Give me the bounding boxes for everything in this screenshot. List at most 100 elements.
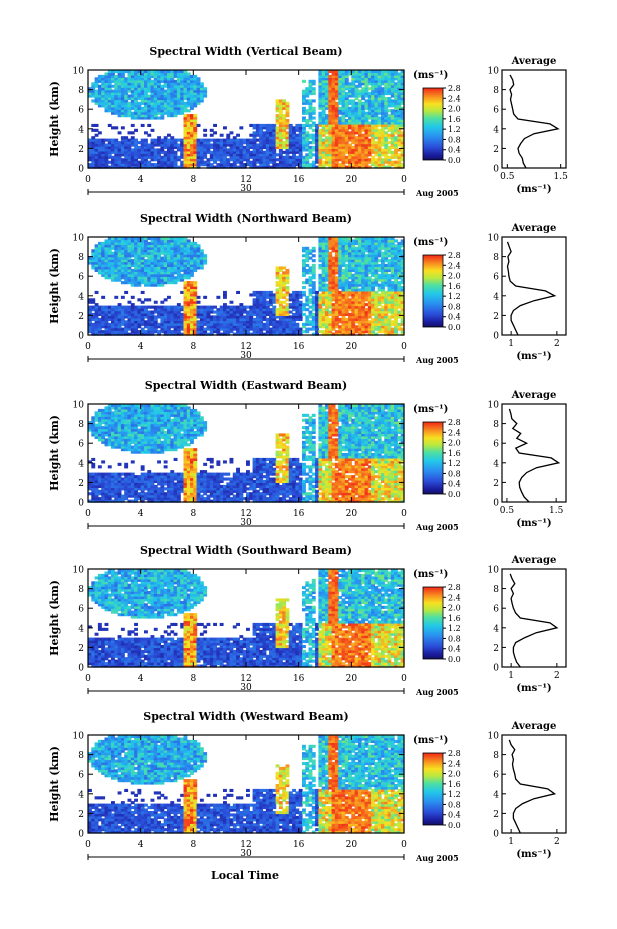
heatmap-cell bbox=[180, 165, 185, 169]
heatmap-cell bbox=[124, 143, 129, 147]
heatmap-cell bbox=[134, 163, 138, 167]
heatmap-cell bbox=[114, 99, 119, 103]
heatmap-cell bbox=[140, 123, 145, 127]
profile-y-tick-label: 4 bbox=[493, 125, 499, 135]
heatmap-cell bbox=[259, 165, 264, 169]
heatmap-cell bbox=[88, 141, 92, 145]
heatmap-cell bbox=[206, 141, 211, 145]
heatmap-cell bbox=[170, 92, 175, 96]
profile-x-tick-label: 0.5 bbox=[500, 172, 515, 182]
heatmap-cell bbox=[308, 145, 313, 149]
heatmap-cell bbox=[321, 84, 326, 88]
heatmap-cell bbox=[147, 114, 152, 118]
heatmap-cell bbox=[321, 148, 326, 152]
heatmap-cell bbox=[147, 163, 152, 167]
heatmap-cell bbox=[302, 128, 306, 132]
heatmap-cell bbox=[203, 254, 208, 258]
heatmap-cell bbox=[120, 160, 125, 164]
heatmap-cell bbox=[321, 79, 326, 83]
heatmap-cell bbox=[147, 104, 152, 108]
heatmap-cell bbox=[140, 99, 145, 103]
heatmap-cell bbox=[117, 109, 122, 113]
heatmap-cell bbox=[321, 160, 326, 164]
heatmap-cell bbox=[193, 79, 198, 83]
heatmap-cell bbox=[157, 84, 161, 88]
heatmap-cell bbox=[147, 150, 152, 154]
heatmap-cell bbox=[285, 138, 290, 142]
heatmap-cell bbox=[88, 87, 92, 91]
heatmap-cell bbox=[124, 160, 129, 164]
heatmap-cell bbox=[255, 123, 260, 127]
heatmap-cell bbox=[186, 136, 191, 140]
heatmap-cell bbox=[140, 138, 145, 142]
heatmap-cell bbox=[203, 155, 208, 159]
heatmap-cell bbox=[302, 79, 306, 83]
heatmap-cell bbox=[176, 143, 181, 147]
heatmap-cell bbox=[288, 126, 293, 130]
heatmap-cell bbox=[107, 79, 112, 83]
heatmap-cell bbox=[252, 145, 257, 149]
heatmap-cell bbox=[163, 106, 168, 110]
heatmap-cell bbox=[114, 126, 119, 130]
heatmap-cell bbox=[232, 155, 237, 159]
heatmap-cell bbox=[157, 89, 161, 93]
heatmap-cell bbox=[209, 153, 214, 157]
heatmap-cell bbox=[315, 158, 319, 162]
heatmap-cell bbox=[190, 163, 194, 167]
heatmap-cell bbox=[292, 160, 296, 164]
heatmap-cell bbox=[288, 163, 293, 167]
heatmap-cell bbox=[134, 87, 138, 91]
heatmap-cell bbox=[308, 104, 313, 108]
heatmap-cell bbox=[282, 99, 287, 103]
heatmap-cell bbox=[302, 97, 306, 101]
heatmap-cell bbox=[278, 153, 283, 157]
heatmap-cell bbox=[91, 87, 96, 91]
heatmap-cell bbox=[150, 145, 155, 149]
heatmap-cell bbox=[107, 150, 112, 154]
heatmap-cell bbox=[242, 153, 247, 157]
heatmap-cell bbox=[190, 84, 194, 88]
heatmap-cell bbox=[120, 79, 125, 83]
heatmap-cell bbox=[160, 145, 165, 149]
heatmap-cell bbox=[91, 150, 96, 154]
heatmap-cell bbox=[150, 111, 155, 115]
heatmap-cell bbox=[134, 141, 138, 145]
heatmap-cell bbox=[206, 148, 211, 152]
heatmap-cell bbox=[275, 109, 280, 113]
heatmap-cell bbox=[173, 150, 178, 154]
heatmap-cell bbox=[186, 89, 191, 93]
heatmap-cell bbox=[196, 79, 201, 83]
heatmap-cell bbox=[183, 109, 188, 113]
heatmap-cell bbox=[120, 89, 125, 93]
heatmap-cell bbox=[111, 160, 115, 164]
heatmap-cell bbox=[107, 77, 112, 81]
heatmap-cell bbox=[170, 101, 175, 105]
heatmap-cell bbox=[275, 138, 280, 142]
heatmap-cell bbox=[130, 87, 135, 91]
heatmap-cell bbox=[94, 133, 99, 137]
heatmap-cell bbox=[153, 89, 158, 93]
heatmap-cell bbox=[147, 77, 152, 81]
heatmap-cell bbox=[111, 126, 115, 130]
heatmap-cell bbox=[137, 97, 142, 101]
heatmap-cell bbox=[213, 148, 217, 152]
heatmap-cell bbox=[163, 84, 168, 88]
heatmap-cell bbox=[285, 136, 290, 140]
heatmap-cell bbox=[120, 158, 125, 162]
heatmap-cell bbox=[298, 160, 303, 164]
heatmap-cell bbox=[255, 128, 260, 132]
heatmap-cell bbox=[167, 138, 171, 142]
heatmap-cell bbox=[170, 97, 175, 101]
heatmap-cell bbox=[130, 89, 135, 93]
heatmap-cell bbox=[285, 123, 290, 127]
heatmap-cell bbox=[144, 101, 148, 105]
heatmap-cell bbox=[209, 133, 214, 137]
heatmap-cell bbox=[147, 133, 152, 137]
heatmap-cell bbox=[124, 99, 129, 103]
x-tick-label: 0 bbox=[85, 175, 91, 185]
heatmap-cell bbox=[190, 155, 194, 159]
heatmap-cell bbox=[308, 150, 313, 154]
heatmap-cell bbox=[163, 111, 168, 115]
heatmap-cell bbox=[173, 74, 178, 78]
heatmap-cell bbox=[107, 70, 112, 74]
